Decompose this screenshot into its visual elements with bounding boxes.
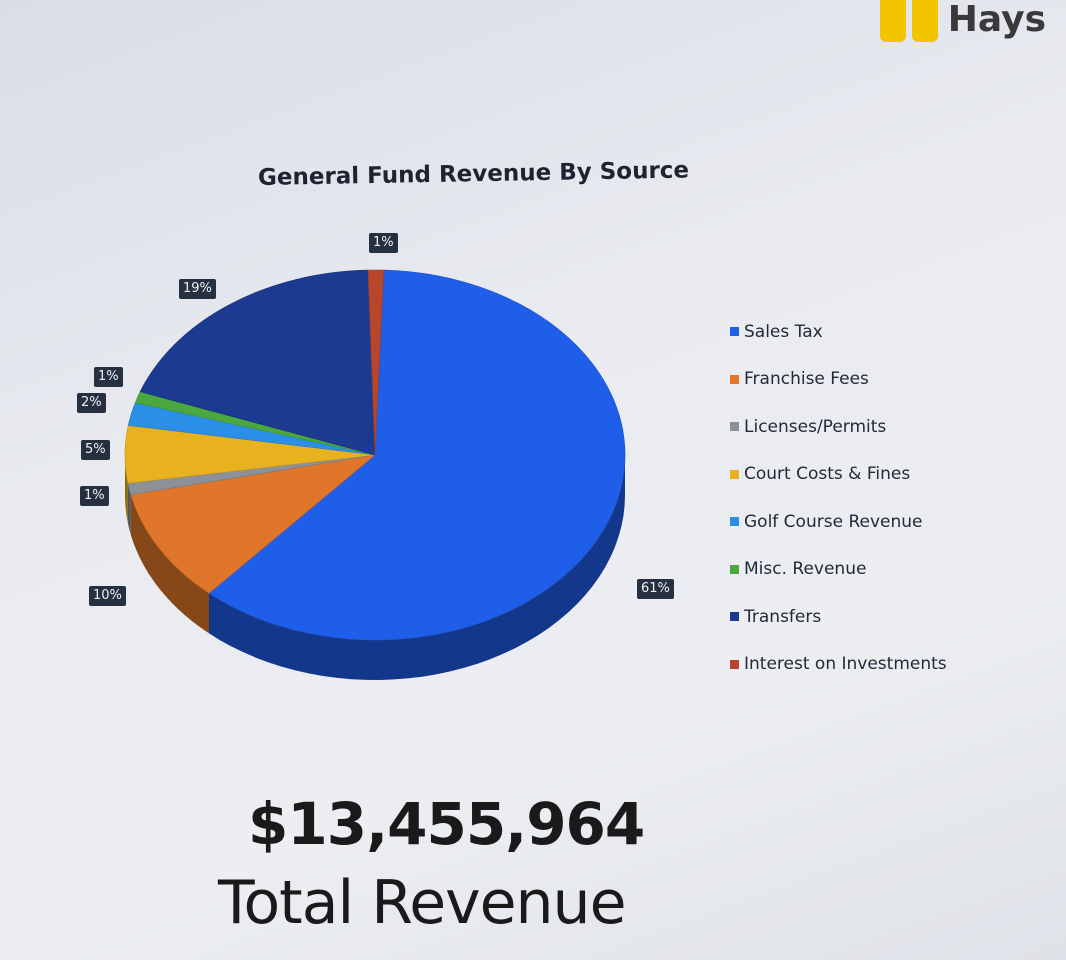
legend-swatch bbox=[730, 564, 739, 574]
data-label-transfers: 19% bbox=[179, 279, 216, 299]
total-revenue-label: Total Revenue bbox=[218, 868, 626, 938]
legend-label: Transfers bbox=[744, 606, 822, 627]
legend-item-court-costs-fines: Court Costs & Fines bbox=[730, 451, 947, 499]
legend-swatch bbox=[730, 517, 739, 527]
pie-slice-interest-on-investments bbox=[367, 269, 385, 456]
legend-swatch bbox=[730, 612, 739, 622]
pie-slice-sales-tax bbox=[208, 269, 626, 641]
legend-item-golf-course-revenue: Golf Course Revenue bbox=[730, 498, 947, 546]
legend-swatch bbox=[730, 327, 739, 337]
legend-swatch bbox=[730, 422, 739, 432]
data-label-franchise-fees: 10% bbox=[89, 586, 126, 606]
legend-label: Sales Tax bbox=[744, 321, 823, 342]
legend-label: Franchise Fees bbox=[744, 369, 869, 390]
chart-legend: Sales Tax Franchise Fees Licenses/Permits C… bbox=[730, 308, 947, 688]
legend-item-licenses-permits: Licenses/Permits bbox=[730, 403, 947, 451]
data-label-golf-course-revenue: 2% bbox=[77, 393, 106, 413]
legend-swatch bbox=[730, 374, 739, 384]
data-label-court-costs-fines: 5% bbox=[81, 440, 110, 460]
pie-side-licenses-permits bbox=[127, 483, 131, 535]
pie-side-sales-tax bbox=[209, 455, 625, 680]
legend-item-misc-revenue: Misc. Revenue bbox=[730, 546, 947, 594]
data-label-sales-tax: 61% bbox=[637, 579, 674, 599]
pie-side-franchise-fees bbox=[130, 494, 209, 634]
legend-item-franchise-fees: Franchise Fees bbox=[730, 356, 947, 404]
legend-swatch bbox=[730, 469, 739, 479]
pie-top-faces bbox=[124, 269, 626, 641]
total-revenue-amount: $13,455,964 bbox=[248, 790, 645, 858]
legend-swatch bbox=[730, 659, 739, 669]
logo-text: Hays bbox=[947, 0, 1046, 40]
data-label-misc-revenue: 1% bbox=[94, 367, 123, 387]
legend-label: Licenses/Permits bbox=[744, 416, 887, 437]
logo-mark-icon bbox=[879, 0, 942, 42]
data-label-interest-on-investments: 1% bbox=[369, 233, 398, 253]
legend-label: Court Costs & Fines bbox=[744, 464, 911, 485]
legend-label: Golf Course Revenue bbox=[744, 511, 923, 532]
pie-slice-transfers bbox=[139, 269, 376, 456]
legend-item-sales-tax: Sales Tax bbox=[730, 308, 947, 356]
legend-item-interest-on-investments: Interest on Investments bbox=[730, 641, 947, 689]
city-logo: Hays bbox=[879, 0, 1046, 42]
legend-label: Misc. Revenue bbox=[744, 559, 867, 580]
data-label-licenses-permits: 1% bbox=[80, 486, 109, 506]
legend-item-transfers: Transfers bbox=[730, 593, 947, 641]
pie-slice-franchise-fees bbox=[130, 454, 377, 594]
legend-label: Interest on Investments bbox=[744, 654, 947, 675]
